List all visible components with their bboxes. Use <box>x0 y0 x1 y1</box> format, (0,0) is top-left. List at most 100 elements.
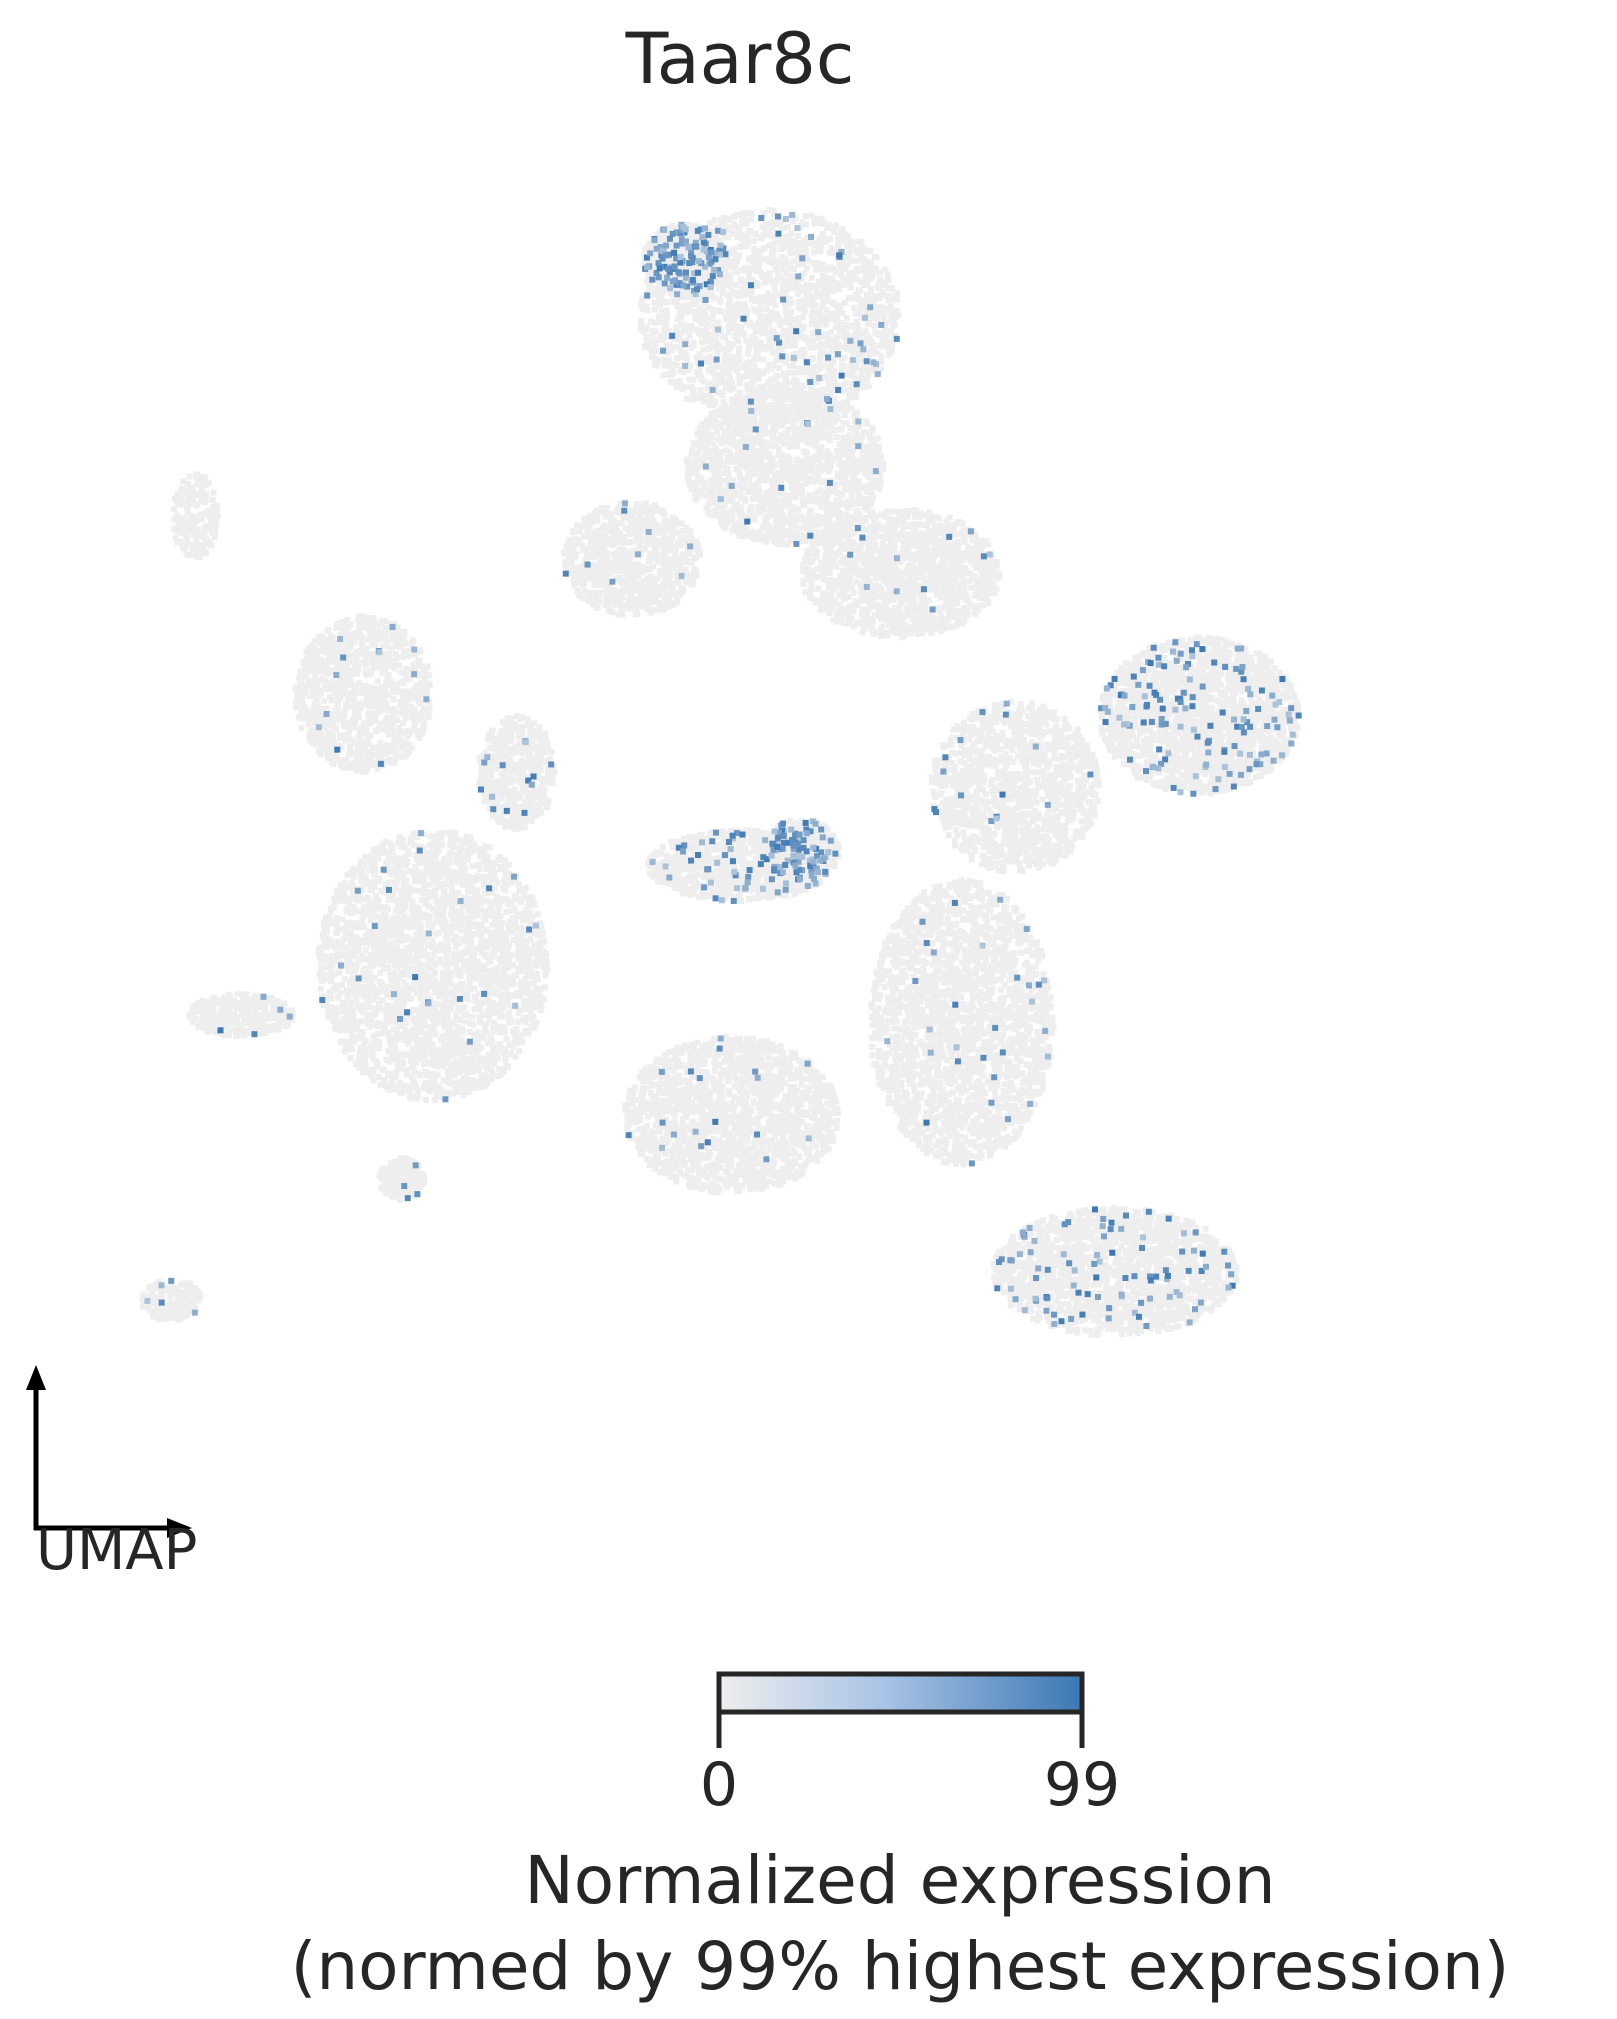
cell-point <box>883 318 890 325</box>
cell-point <box>876 568 883 575</box>
cell-point <box>663 307 670 314</box>
cell-point <box>801 475 808 482</box>
cell-point <box>746 321 753 328</box>
cell-point <box>667 239 674 246</box>
cell-point <box>792 335 799 342</box>
cell-point <box>872 293 879 300</box>
cell-point <box>826 412 833 419</box>
cell-point <box>742 426 749 433</box>
cell-point <box>712 233 719 240</box>
cell-point <box>749 323 756 330</box>
cell-point <box>710 365 717 372</box>
cell-point <box>836 344 843 351</box>
cell-point <box>686 459 693 466</box>
cell-point <box>697 253 704 260</box>
cell-point <box>853 307 860 314</box>
cell-point <box>862 268 869 275</box>
cell-point <box>825 366 832 373</box>
cell-point <box>843 420 850 427</box>
cell-point <box>745 255 752 262</box>
cell-point <box>816 573 823 580</box>
cell-point <box>807 514 814 521</box>
cell-point <box>780 266 787 273</box>
cell-point <box>885 351 892 358</box>
cell-point <box>708 410 715 417</box>
cell-point <box>794 323 801 330</box>
cell-point <box>720 256 727 263</box>
cell-point <box>841 474 848 481</box>
cell-point <box>730 354 737 361</box>
cell-point <box>950 572 957 579</box>
cell-point <box>661 357 668 364</box>
cell-point <box>804 265 811 272</box>
cell-point <box>839 446 846 453</box>
cell-point <box>806 257 813 264</box>
cell-point <box>850 589 857 596</box>
cell-point <box>743 465 750 472</box>
cell-point <box>638 300 645 307</box>
cell-point <box>756 383 763 390</box>
cell-point <box>845 240 852 247</box>
cell-point <box>943 617 950 624</box>
cell-point <box>791 369 798 376</box>
cell-point <box>867 288 874 295</box>
cell-point <box>741 266 748 273</box>
cell-point <box>653 361 660 368</box>
cell-point <box>706 243 713 250</box>
cell-point <box>808 397 815 404</box>
cell-point <box>812 301 819 308</box>
cell-point <box>798 434 805 441</box>
cell-point <box>864 260 871 267</box>
cell-point <box>796 327 803 334</box>
cell-point <box>737 302 744 309</box>
cell-point <box>659 298 666 305</box>
cell-point <box>748 336 755 343</box>
cell-point <box>759 408 766 415</box>
cell-point <box>740 415 747 422</box>
cell-point <box>750 245 757 252</box>
cell-point <box>759 430 766 437</box>
cell-point <box>870 452 877 459</box>
cell-point <box>671 336 678 343</box>
cell-point <box>658 292 665 299</box>
cell-point <box>837 308 844 315</box>
cell-point <box>818 468 825 475</box>
cell-point <box>813 548 820 555</box>
cell-point <box>988 576 995 583</box>
cell-point <box>842 484 849 491</box>
cell-point <box>725 424 732 431</box>
cell-point <box>701 307 708 314</box>
cell-point <box>776 513 783 520</box>
cell-point <box>758 466 765 473</box>
cell-point <box>927 621 934 628</box>
cell-point <box>844 232 851 239</box>
cell-point <box>656 268 663 275</box>
cell-point <box>738 402 745 409</box>
cell-point <box>906 542 913 549</box>
cell-point <box>733 282 740 289</box>
cell-point <box>785 342 792 349</box>
cell-point <box>693 469 700 476</box>
cell-point <box>751 356 758 363</box>
cell-point <box>845 447 852 454</box>
cell-point <box>759 447 766 454</box>
cell-point <box>652 291 659 298</box>
cell-point <box>741 221 748 228</box>
cell-point <box>978 575 985 582</box>
cell-point <box>865 502 872 509</box>
cell-point <box>745 532 752 539</box>
cell-point <box>766 315 773 322</box>
cell-point <box>792 424 799 431</box>
cell-point <box>757 434 764 441</box>
cell-point <box>678 342 685 349</box>
cell-point <box>690 376 697 383</box>
cell-point <box>864 294 871 301</box>
cell-point <box>854 515 861 522</box>
cell-point <box>647 269 654 276</box>
cell-point <box>770 258 777 265</box>
cell-point <box>855 487 862 494</box>
cell-point <box>800 301 807 308</box>
cell-point <box>639 326 646 333</box>
cell-point <box>880 334 887 341</box>
cell-point <box>859 525 866 532</box>
